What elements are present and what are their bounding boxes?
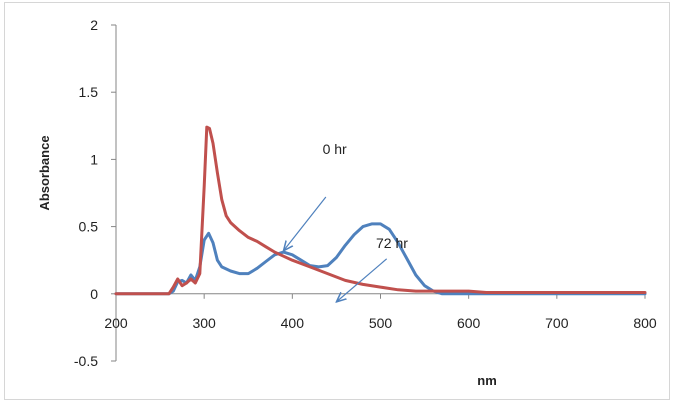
annotation-label: 0 hr (323, 141, 347, 157)
annotation-layer: 0 hr 72 hr (284, 141, 408, 302)
y-tick-label: 0.5 (79, 219, 99, 235)
y-axis-title: Absorbance (37, 135, 52, 210)
y-tick-label: 1 (90, 151, 98, 167)
x-tick-label: 200 (104, 315, 128, 331)
annotation-arrow (284, 196, 327, 251)
x-tick-label: 500 (369, 315, 393, 331)
series-layer (114, 125, 647, 296)
x-tick-label: 300 (192, 315, 216, 331)
annotation-label: 72 hr (376, 235, 408, 251)
x-tick-label: 700 (545, 315, 569, 331)
x-tick-label: 800 (633, 315, 657, 331)
x-tick-label: 600 (457, 315, 481, 331)
series-line-72-hr (114, 125, 647, 296)
chart-frame (4, 2, 670, 400)
axes-layer: -0.5 0 0.5 1 1.5 2 200 300 400 500 600 700 800 (74, 17, 657, 369)
annotation-arrow (336, 258, 388, 302)
y-tick-label: 2 (90, 17, 98, 33)
y-tick-label: 1.5 (79, 84, 99, 100)
x-tick-label: 400 (281, 315, 305, 331)
y-tick-label: 0 (90, 286, 98, 302)
y-tick-label: -0.5 (74, 353, 98, 369)
x-axis-title: nm (477, 373, 497, 388)
